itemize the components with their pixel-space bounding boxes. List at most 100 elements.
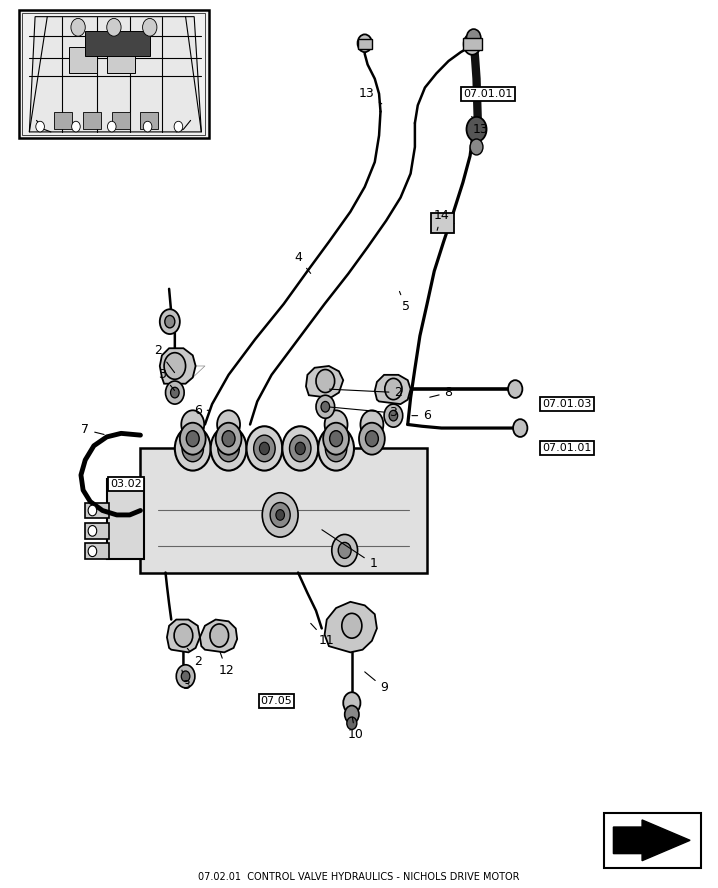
- Text: 6: 6: [412, 409, 431, 422]
- Text: 07.02.01  CONTROL VALVE HYDRAULICS - NICHOLS DRIVE MOTOR: 07.02.01 CONTROL VALVE HYDRAULICS - NICH…: [198, 872, 520, 882]
- FancyBboxPatch shape: [431, 213, 454, 233]
- Circle shape: [210, 624, 228, 647]
- Text: 2: 2: [330, 386, 402, 399]
- Circle shape: [144, 122, 152, 132]
- Circle shape: [174, 122, 182, 132]
- Text: 4: 4: [294, 251, 311, 274]
- FancyBboxPatch shape: [83, 112, 101, 130]
- Text: 07.01.03: 07.01.03: [542, 399, 592, 409]
- Text: 9: 9: [365, 672, 388, 694]
- Circle shape: [289, 435, 311, 462]
- Circle shape: [187, 442, 197, 455]
- Polygon shape: [613, 820, 690, 860]
- Circle shape: [360, 410, 383, 439]
- Circle shape: [270, 503, 290, 527]
- FancyBboxPatch shape: [85, 503, 109, 519]
- Text: 3: 3: [330, 407, 397, 419]
- Circle shape: [318, 426, 354, 471]
- Circle shape: [222, 431, 235, 447]
- FancyBboxPatch shape: [358, 39, 372, 50]
- FancyBboxPatch shape: [85, 523, 109, 539]
- FancyBboxPatch shape: [141, 112, 159, 130]
- Circle shape: [88, 526, 97, 536]
- Circle shape: [467, 117, 487, 142]
- Circle shape: [347, 718, 357, 729]
- Circle shape: [180, 423, 205, 455]
- Circle shape: [88, 546, 97, 557]
- Polygon shape: [306, 366, 343, 398]
- Polygon shape: [325, 602, 377, 653]
- Circle shape: [171, 387, 179, 398]
- Circle shape: [186, 431, 199, 447]
- FancyBboxPatch shape: [85, 543, 109, 559]
- Circle shape: [108, 122, 116, 132]
- Text: 07.01.01: 07.01.01: [542, 443, 592, 454]
- FancyBboxPatch shape: [55, 112, 73, 130]
- Circle shape: [464, 34, 481, 55]
- FancyBboxPatch shape: [112, 112, 130, 130]
- Circle shape: [143, 19, 157, 36]
- Circle shape: [176, 665, 195, 688]
- Circle shape: [508, 380, 523, 398]
- Text: 10: 10: [348, 718, 363, 741]
- Circle shape: [253, 435, 275, 462]
- Circle shape: [359, 423, 385, 455]
- Text: 07.05: 07.05: [261, 696, 292, 706]
- Circle shape: [262, 493, 298, 537]
- Circle shape: [217, 410, 240, 439]
- Circle shape: [107, 19, 121, 36]
- Circle shape: [174, 624, 192, 647]
- Circle shape: [323, 423, 349, 455]
- Circle shape: [332, 535, 358, 567]
- Text: 07.01.01: 07.01.01: [463, 89, 513, 99]
- Circle shape: [246, 426, 282, 471]
- Text: 13: 13: [358, 87, 382, 104]
- Text: 11: 11: [311, 623, 335, 647]
- Text: 03.02: 03.02: [111, 479, 142, 489]
- Text: 5: 5: [399, 291, 409, 313]
- Circle shape: [342, 614, 362, 638]
- FancyBboxPatch shape: [85, 31, 150, 56]
- Circle shape: [389, 410, 398, 421]
- FancyBboxPatch shape: [19, 10, 208, 139]
- Circle shape: [218, 435, 239, 462]
- Circle shape: [181, 671, 190, 682]
- Polygon shape: [160, 348, 195, 384]
- Circle shape: [210, 426, 246, 471]
- Text: 2: 2: [154, 345, 174, 373]
- Circle shape: [365, 431, 378, 447]
- Circle shape: [174, 426, 210, 471]
- Circle shape: [345, 706, 359, 724]
- Circle shape: [316, 369, 335, 392]
- Circle shape: [259, 442, 269, 455]
- Circle shape: [295, 442, 305, 455]
- Circle shape: [331, 442, 341, 455]
- FancyBboxPatch shape: [69, 47, 98, 74]
- Polygon shape: [375, 375, 411, 404]
- Text: 2: 2: [187, 648, 202, 668]
- Circle shape: [223, 442, 233, 455]
- Circle shape: [160, 309, 180, 334]
- Circle shape: [166, 381, 184, 404]
- Text: 12: 12: [218, 653, 234, 677]
- Text: 1: 1: [322, 530, 377, 570]
- Circle shape: [316, 395, 335, 418]
- Circle shape: [467, 29, 481, 47]
- Circle shape: [343, 693, 360, 714]
- Circle shape: [72, 122, 80, 132]
- Text: 13: 13: [472, 116, 489, 136]
- Text: 8: 8: [430, 386, 452, 399]
- Circle shape: [325, 410, 348, 439]
- FancyBboxPatch shape: [604, 813, 701, 868]
- Text: 3: 3: [158, 369, 174, 391]
- FancyBboxPatch shape: [107, 480, 144, 559]
- Polygon shape: [200, 620, 237, 653]
- Text: 3: 3: [182, 670, 190, 692]
- Circle shape: [470, 139, 483, 155]
- Text: 7: 7: [81, 424, 104, 436]
- Circle shape: [165, 315, 174, 328]
- Circle shape: [338, 543, 351, 559]
- Circle shape: [513, 419, 528, 437]
- Circle shape: [282, 426, 318, 471]
- Polygon shape: [167, 620, 200, 653]
